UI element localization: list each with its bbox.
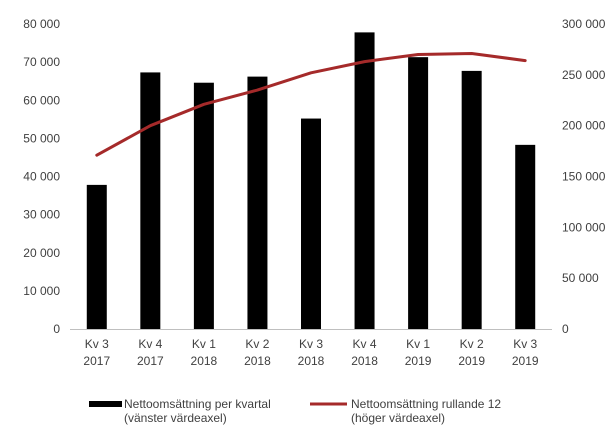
left-tick-label: 50 000	[23, 131, 60, 145]
left-tick-label: 40 000	[23, 170, 60, 184]
right-tick-label: 0	[562, 322, 569, 336]
line-path	[95, 52, 527, 157]
right-tick-label: 250 000	[562, 68, 606, 82]
right-axis-ticks: 0 50 000 100 000 150 000 200 000 250 000 300 0…	[562, 17, 606, 336]
left-tick-label: 10 000	[23, 284, 60, 298]
bar-series	[86, 32, 536, 330]
left-tick-label: 70 000	[23, 55, 60, 69]
x-tick-label: Kv 3 2019	[512, 337, 539, 368]
left-tick-label: 20 000	[23, 246, 60, 260]
legend-bar-swatch	[89, 401, 122, 407]
legend-bar-label: Nettoomsättning per kvartal (vänster värd…	[124, 397, 271, 425]
bar	[301, 118, 321, 329]
x-tick-label: Kv 4 2018	[351, 337, 378, 368]
x-tick-label: Kv 4 2017	[137, 337, 164, 368]
bar	[86, 184, 107, 329]
left-tick-label: 0	[53, 322, 60, 336]
right-tick-label: 200 000	[562, 119, 606, 133]
x-tick-label: Kv 1 2018	[191, 337, 218, 368]
x-tick-label: Kv 1 2019	[405, 337, 432, 368]
left-tick-label: 30 000	[23, 208, 60, 222]
bar	[354, 32, 375, 329]
left-tick-label: 80 000	[23, 17, 60, 31]
bar	[140, 72, 161, 329]
right-tick-label: 50 000	[562, 271, 599, 285]
bar	[247, 76, 268, 329]
right-tick-label: 300 000	[562, 17, 606, 31]
bar	[461, 70, 482, 330]
x-tick-label: Kv 3 2018	[298, 337, 325, 368]
left-axis-ticks: 0 10 000 20 000 30 000 40 000 50 000 60 000 70 …	[23, 17, 60, 336]
left-tick-label: 60 000	[23, 93, 60, 107]
bar	[193, 82, 214, 330]
x-tick-label: Kv 2 2018	[244, 337, 271, 368]
bar	[408, 57, 429, 329]
x-axis-labels: Kv 3 2017 Kv 4 2017 Kv 1 2018 Kv 2 2018 Kv 3 2018…	[83, 337, 538, 368]
legend-line-label: Nettoomsättning rullande 12 (höger värdea…	[351, 397, 501, 425]
right-tick-label: 150 000	[562, 170, 606, 184]
x-tick-label: Kv 2 2019	[458, 337, 485, 368]
legend: Nettoomsättning per kvartal (vänster värd…	[89, 397, 501, 425]
right-tick-label: 100 000	[562, 220, 606, 234]
line-series	[95, 52, 527, 157]
x-tick-label: Kv 3 2017	[83, 337, 110, 368]
bar	[515, 144, 536, 329]
